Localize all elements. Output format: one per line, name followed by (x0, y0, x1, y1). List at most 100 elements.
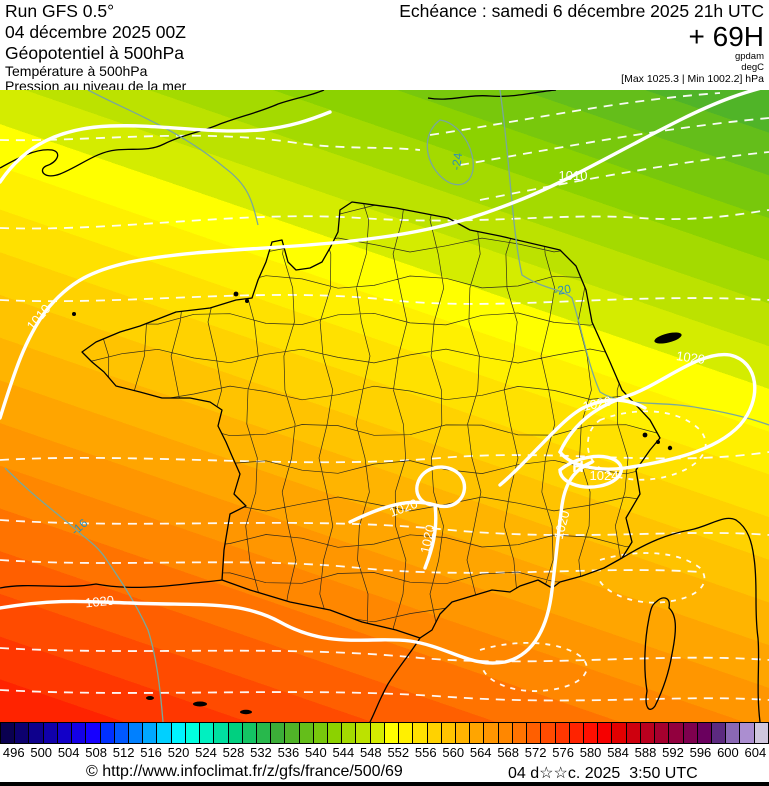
colorbar-cell (86, 723, 101, 743)
colorbar (0, 722, 769, 744)
colorbar-cell (128, 723, 144, 743)
colorbar-cell (143, 723, 158, 743)
colorbar-tick-label: 512 (112, 745, 135, 760)
balearic-island (146, 696, 154, 700)
colorbar-tick-label: 600 (717, 745, 739, 760)
field-geopotential: Géopotentiel à 500hPa (5, 43, 185, 63)
colorbar-cell (512, 723, 528, 743)
colorbar-cell (711, 723, 727, 743)
bottom-black-strip (0, 782, 769, 786)
colorbar-cell (669, 723, 684, 743)
coastline-england (0, 90, 325, 177)
temperature-label: -16 (68, 516, 90, 538)
colorbar-cell (271, 723, 286, 743)
isobar-1010 (0, 90, 761, 420)
channel-island (245, 299, 249, 303)
colorbar-tick-label: 532 (250, 745, 272, 760)
isobar-label: 1024 (590, 468, 619, 483)
island (656, 440, 660, 444)
coastline-belgium (427, 90, 557, 100)
colorbar-cell (328, 723, 343, 743)
isobar-1020-spur (498, 398, 647, 487)
colorbar-cell (0, 723, 16, 743)
temperature-label: -24 (449, 152, 465, 171)
header-left: Run GFS 0.5° 04 décembre 2025 00Z Géopot… (5, 1, 186, 93)
header-right: Echéance : samedi 6 décembre 2025 21h UT… (399, 1, 764, 85)
colorbar-cell (370, 723, 385, 743)
colorbar-cell (214, 723, 229, 743)
colorbar-tick-label: 504 (57, 745, 80, 760)
colorbar-tick-label: 552 (387, 745, 410, 760)
colorbar-tick-label: 548 (359, 745, 382, 760)
colorbar-tick-label: 572 (524, 745, 547, 760)
colorbar-cell (242, 723, 257, 743)
colorbar-cell (57, 723, 73, 743)
colorbar-cell (498, 723, 513, 743)
isobar-label: 1020 (551, 509, 573, 541)
coastline-corsica (644, 597, 677, 710)
colorbar-tick-label: 556 (414, 745, 437, 760)
model-run: Run GFS 0.5° (5, 1, 115, 21)
colorbar-cell (413, 723, 428, 743)
colorbar-cell (740, 723, 755, 743)
unit-degc: degC (741, 62, 764, 73)
field-temperature: Température à 500hPa (5, 63, 148, 79)
temperature-contours (4, 90, 769, 722)
dashed-isobars (0, 92, 769, 702)
isobars (0, 90, 761, 665)
map-region: 1010 1010 1020 1020 1024 H 1020 1020 102… (0, 90, 769, 722)
colorbar-tick-label: 516 (140, 745, 162, 760)
colorbar-cell (640, 723, 656, 743)
colorbar-cell (171, 723, 186, 743)
colorbar-cell (29, 723, 44, 743)
coastline-spain-med (369, 637, 421, 722)
channel-island (233, 291, 239, 297)
footer: © http://www.infoclimat.fr/z/gfs/france/… (0, 762, 769, 782)
isobar-cornwall (0, 110, 332, 184)
department-borders (85, 202, 660, 638)
isobar-label: 1020 (581, 393, 612, 414)
colorbar-cell (399, 723, 414, 743)
colorbar-cell (612, 723, 627, 743)
colorbar-cell (754, 723, 769, 743)
colorbar-cell (484, 723, 499, 743)
colorbar-cell (683, 723, 698, 743)
colorbar-tick-label: 520 (167, 745, 190, 760)
lake-geneva (654, 332, 682, 344)
island (642, 432, 648, 438)
colorbar-cell (100, 723, 115, 743)
island (667, 445, 673, 451)
colorbar-cell (299, 723, 314, 743)
island (72, 312, 76, 316)
balearic-island (193, 701, 207, 707)
coastline-france (81, 201, 661, 639)
colorbar-tick-label: 580 (579, 745, 602, 760)
isobar-label: 1010 (559, 168, 588, 183)
colorbar-cell (626, 723, 641, 743)
colorbar-cell (15, 723, 30, 743)
colorbar-cell (697, 723, 712, 743)
lead-time: + 69H (688, 21, 765, 52)
colorbar-tick-label: 540 (305, 745, 327, 760)
isobar-label: 1020 (84, 593, 114, 611)
islands-and-lakes (72, 291, 682, 715)
colorbar-tick-label: 536 (277, 745, 300, 760)
colorbar-cell (285, 723, 300, 743)
colorbar-cell (569, 723, 584, 743)
isobar-label: 1020 (675, 348, 706, 367)
colorbar-cell (157, 723, 172, 743)
colorbar-cell (72, 723, 87, 743)
run-date: 04 décembre 2025 00Z (5, 22, 186, 42)
colorbar-tick-label: 500 (30, 745, 53, 760)
coastline-italy (621, 517, 761, 722)
colorbar-tick-label: 596 (689, 745, 712, 760)
copyright-url: © http://www.infoclimat.fr/z/gfs/france/… (86, 763, 403, 780)
colorbar-cell (185, 723, 201, 743)
colorbar-tick-label: 592 (662, 745, 684, 760)
colorbar-cell (456, 723, 471, 743)
colorbar-cell (313, 723, 329, 743)
field-mslp: Pression au niveau de la mer (5, 77, 187, 94)
colorbar-cell (655, 723, 670, 743)
colorbar-tick-label: 524 (195, 745, 217, 760)
